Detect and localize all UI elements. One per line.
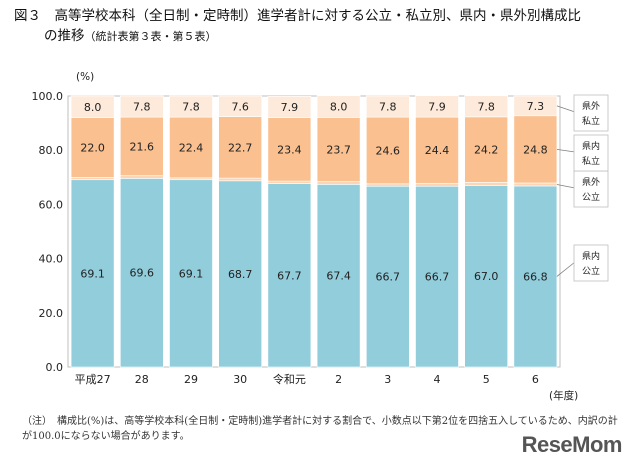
data-label: 69.1 xyxy=(179,267,204,280)
bar-segment xyxy=(415,185,459,368)
x-tick-label: 4 xyxy=(434,373,441,386)
x-tick-label: 29 xyxy=(184,373,198,386)
data-label: 66.8 xyxy=(523,270,548,283)
y-tick-label: 100.0 xyxy=(32,90,64,103)
data-label: 23.7 xyxy=(326,144,351,157)
data-label: 8.0 xyxy=(330,101,348,114)
bar-segment xyxy=(365,116,410,185)
data-label: 24.2 xyxy=(474,144,499,157)
data-label: 23.4 xyxy=(277,143,302,156)
bar-segment xyxy=(70,179,115,368)
data-label: 67.7 xyxy=(277,269,302,282)
data-label: 7.8 xyxy=(182,101,200,114)
chart-title: 図３ 高等学校本科（全日制・定時制）進学者計に対する公立・私立別、県内・県外別構… xyxy=(14,6,581,47)
leader-line xyxy=(556,261,576,277)
y-tick-label: 0.0 xyxy=(46,361,64,374)
bar-segment xyxy=(218,95,262,117)
bar-segment xyxy=(267,117,312,182)
data-label: 69.6 xyxy=(130,267,155,280)
y-tick-label: 40.0 xyxy=(39,253,64,266)
data-label: 68.7 xyxy=(228,268,253,281)
data-label: 24.8 xyxy=(523,143,548,156)
bar-segment xyxy=(169,179,213,368)
series-label-box xyxy=(573,170,609,208)
data-label: 66.7 xyxy=(425,271,450,284)
data-label: 22.0 xyxy=(80,141,105,154)
data-label: 8.0 xyxy=(84,101,102,114)
series-label: 県内 xyxy=(582,250,600,262)
series-label: 県内 xyxy=(582,140,600,152)
bar-segment xyxy=(267,183,312,368)
series-label: 県外 xyxy=(582,176,600,188)
y-unit-label: (%) xyxy=(76,71,94,83)
data-label: 22.7 xyxy=(228,141,253,154)
bar-segment xyxy=(415,95,459,118)
x-tick-label: 28 xyxy=(135,373,149,386)
x-tick-label: 5 xyxy=(483,373,490,386)
x-tick-label: 3 xyxy=(384,373,391,386)
series-label: 公立 xyxy=(582,191,600,203)
data-label: 7.8 xyxy=(379,101,397,114)
footnote: （注） 構成比(%)は、高等学校本科(全日制・定時制)進学者計に対する割合で、小… xyxy=(22,416,618,442)
bar-segment xyxy=(169,95,213,118)
data-label: 69.1 xyxy=(80,267,105,280)
leader-line xyxy=(556,184,576,189)
y-tick-label: 80.0 xyxy=(39,144,64,157)
x-tick-label: 6 xyxy=(532,373,539,386)
leader-line xyxy=(556,148,576,153)
y-tick-label: 60.0 xyxy=(39,198,64,211)
bar-segment xyxy=(218,180,262,368)
data-label: 67.0 xyxy=(474,270,499,283)
y-tick-label: 20.0 xyxy=(39,307,64,320)
bar-segment xyxy=(218,116,262,179)
series-label: 私立 xyxy=(582,155,600,167)
data-label: 7.3 xyxy=(527,100,545,113)
resemom-logo: ReseMom xyxy=(521,432,623,457)
bar-segment xyxy=(316,95,361,118)
x-tick-label: 2 xyxy=(335,373,342,386)
data-label: 7.6 xyxy=(231,100,249,113)
bar-segment xyxy=(464,185,509,368)
x-tick-label: 30 xyxy=(233,373,247,386)
bar-segment xyxy=(169,116,213,179)
series-label-box xyxy=(573,134,609,172)
bar-segment xyxy=(316,117,361,182)
x-tick-label: 平成27 xyxy=(75,373,111,386)
data-label: 24.6 xyxy=(376,144,401,157)
data-label: 67.4 xyxy=(326,270,351,283)
data-label: 22.4 xyxy=(179,141,204,154)
series-label: 公立 xyxy=(582,265,600,277)
bar-segment xyxy=(120,178,164,368)
data-label: 24.4 xyxy=(425,144,450,157)
bar-segment xyxy=(464,95,509,118)
data-label: 21.6 xyxy=(130,140,155,153)
bar-segment xyxy=(70,95,115,118)
data-label: 7.8 xyxy=(477,100,495,113)
data-label: 7.9 xyxy=(281,101,299,114)
bar-segment xyxy=(267,95,312,118)
bar-segment xyxy=(365,95,410,118)
bar-segment xyxy=(120,95,164,118)
bar-segment xyxy=(513,115,558,184)
title-line-1: 図３ 高等学校本科（全日制・定時制）進学者計に対する公立・私立別、県内・県外別構… xyxy=(14,8,581,24)
bar-segment xyxy=(316,184,361,368)
series-label: 私立 xyxy=(582,115,600,127)
bar-segment xyxy=(70,117,115,178)
title-line-2: の推移（統計表第３表・第５表） xyxy=(14,26,581,47)
title-line-2-main: の推移 xyxy=(44,28,85,44)
x-unit-label: (年度) xyxy=(549,389,578,402)
title-suffix: （統計表第３表・第５表） xyxy=(84,30,217,43)
bar-segment xyxy=(120,116,164,176)
x-tick-label: 令和元 xyxy=(273,372,306,386)
data-label: 66.7 xyxy=(376,271,401,284)
leader-line xyxy=(556,105,576,113)
data-label: 7.9 xyxy=(428,100,446,113)
bar-segment xyxy=(415,116,459,184)
series-label: 県外 xyxy=(582,100,600,112)
data-label: 7.8 xyxy=(133,101,151,114)
series-label-box xyxy=(573,244,609,282)
series-label-box xyxy=(573,94,609,132)
